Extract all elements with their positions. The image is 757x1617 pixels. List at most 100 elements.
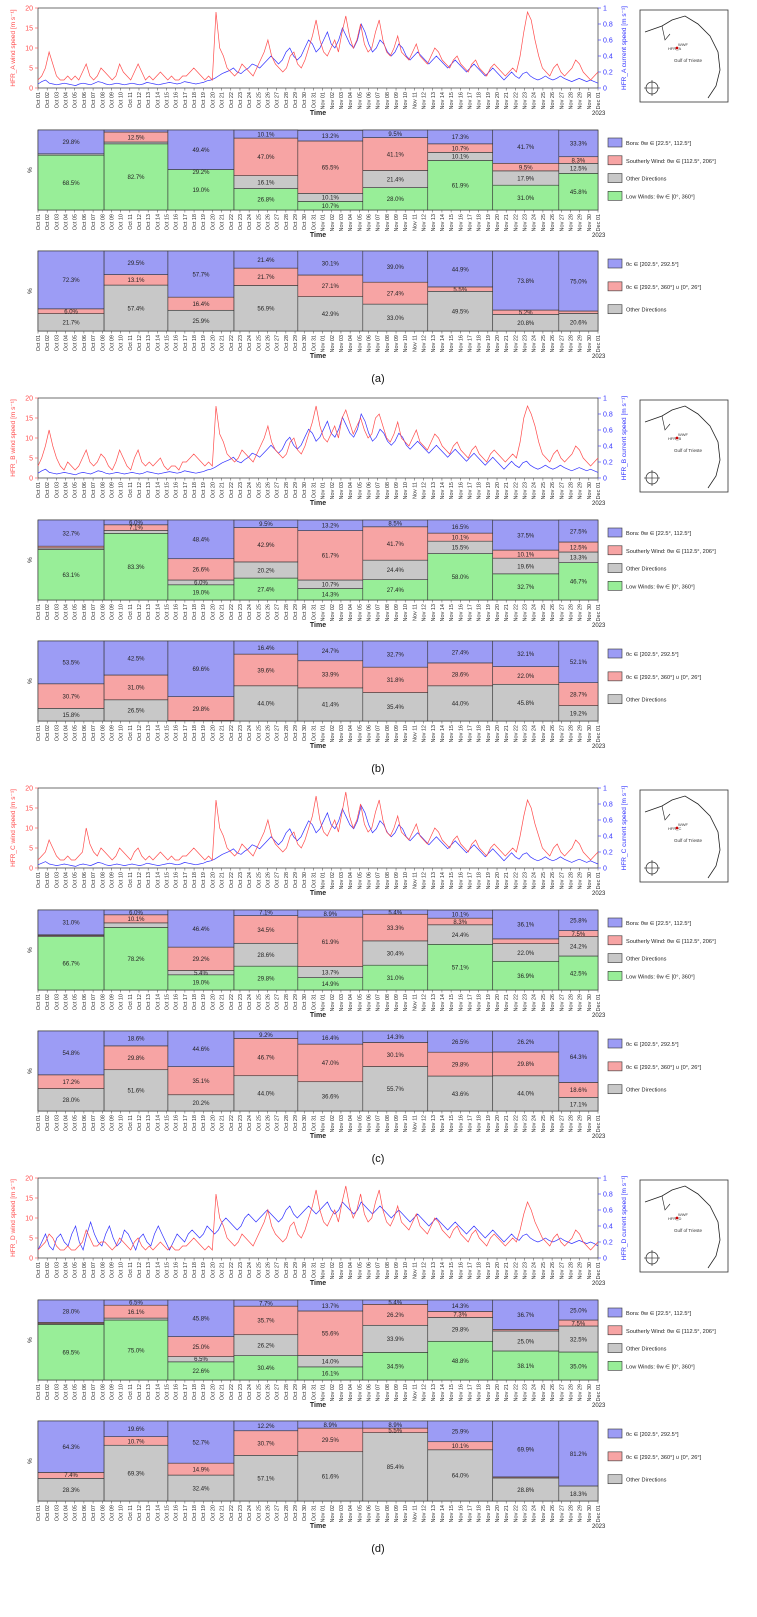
x-tick-label: Oct 24 — [247, 92, 253, 108]
x-tick-label: Oct 09 — [109, 725, 115, 741]
x-tick-label: Nov 02 — [330, 335, 336, 352]
segment-label: 14.3% — [452, 1304, 470, 1310]
segment-label: 6.0% — [64, 309, 78, 315]
x-tick-label: Nov 24 — [532, 604, 538, 621]
bar-segment-red — [297, 916, 364, 967]
segment-label: 27.4% — [257, 587, 275, 593]
x-tick-label: Nov 19 — [486, 482, 492, 499]
segment-label: 26.2% — [257, 1344, 275, 1350]
segment-label: 63.1% — [63, 573, 81, 579]
x-tick-label: Nov 30 — [587, 1384, 593, 1401]
segment-label: 18.3% — [570, 1492, 588, 1498]
x-tick-label: Oct 03 — [54, 214, 60, 230]
x-tick-label: Oct 20 — [210, 1505, 216, 1521]
x-tick-label: Oct 05 — [73, 335, 79, 351]
x-tick-label: Oct 28 — [284, 482, 290, 498]
x-tick-label: Oct 12 — [137, 482, 143, 498]
x-tick-label: Nov 16 — [458, 482, 464, 499]
x-tick-label: Oct 13 — [146, 725, 152, 741]
coastline-inlet — [661, 1195, 671, 1211]
x-tick-label: Nov 09 — [394, 725, 400, 742]
segment-label: 10.7% — [322, 583, 340, 589]
x-tick-label: Nov 14 — [440, 214, 446, 231]
x-tick-label: Nov 24 — [532, 92, 538, 109]
x-tick-label: Nov 30 — [587, 1262, 593, 1279]
x-tick-label: Nov 01 — [321, 725, 327, 742]
right-axis-label: HFR_B current speed [m s⁻¹] — [621, 396, 628, 481]
segment-label: 48.8% — [452, 1359, 470, 1365]
x-tick-label: Oct 25 — [256, 725, 262, 741]
segment-label: 7.7% — [259, 1301, 273, 1307]
x-tick-label: Nov 26 — [550, 1505, 556, 1522]
segment-label: 78.2% — [127, 957, 145, 963]
x-tick-label: Nov 12 — [422, 335, 428, 352]
x-tick-label: Nov 23 — [523, 482, 529, 499]
segment-label: 18.6% — [127, 1037, 145, 1043]
x-tick-label: Oct 10 — [119, 1384, 125, 1400]
bar-segment-blue — [37, 250, 105, 310]
x-tick-label: Nov 28 — [568, 92, 574, 109]
x-tick-label: Oct 12 — [137, 872, 143, 888]
wind-class-stacked-bar: 31.0%66.7%6.0%10.1%78.2%46.4%29.2%5.4%19… — [27, 909, 716, 1019]
x-tick-label: Oct 13 — [146, 92, 152, 108]
x-tick-label: Oct 10 — [119, 214, 125, 230]
x-tick-label: Nov 15 — [449, 604, 455, 621]
x-tick-label: Nov 15 — [449, 214, 455, 231]
segment-label: 45.8% — [517, 701, 535, 707]
x-tick-label: Oct 06 — [82, 214, 88, 230]
x-tick-label: Oct 11 — [128, 482, 134, 498]
bar-segment-blue — [167, 1030, 235, 1067]
x-tick-label: Nov 16 — [458, 1262, 464, 1279]
bar-segment-green — [103, 533, 169, 601]
x-tick-label: Nov 24 — [532, 994, 538, 1011]
x-tick-label: Oct 22 — [229, 482, 235, 498]
x-tick-label: Dec 01 — [596, 1262, 602, 1279]
segment-label: 58.0% — [452, 575, 470, 581]
x-tick-label: Oct 09 — [109, 872, 115, 888]
x-tick-label: Nov 06 — [366, 725, 372, 742]
x-tick-label: Nov 01 — [321, 1262, 327, 1279]
x-tick-label: Oct 24 — [247, 604, 253, 620]
legend-swatch — [607, 1307, 623, 1318]
y2-tick-label: 0.8 — [603, 22, 613, 29]
x-tick-label: Oct 09 — [109, 214, 115, 230]
segment-label: 42.5% — [570, 971, 588, 977]
x-tick-label: Nov 26 — [550, 214, 556, 231]
current-speed-line — [37, 804, 599, 867]
bar-segment-gray — [362, 940, 429, 966]
segment-label: 10.1% — [452, 155, 470, 161]
x-tick-label: Oct 03 — [54, 1262, 60, 1278]
x-tick-label: Oct 11 — [128, 725, 134, 741]
segment-label: 39.6% — [257, 668, 275, 674]
x-tick-label: Oct 19 — [201, 1115, 207, 1131]
segment-label: 27.4% — [387, 291, 405, 297]
bar-segment-red — [233, 1038, 299, 1077]
x-axis-label: Time — [310, 110, 326, 117]
x-tick-label: Oct 11 — [128, 994, 134, 1010]
x-tick-label: Nov 11 — [412, 1384, 418, 1401]
y2-tick-label: 0.6 — [603, 38, 613, 45]
map-frame — [639, 9, 729, 103]
x-tick-label: Oct 07 — [91, 482, 97, 498]
x-tick-label: Oct 05 — [73, 1262, 79, 1278]
bar-segment-blue — [558, 519, 599, 543]
x-tick-label: Oct 30 — [302, 1384, 308, 1400]
segment-label: 26.6% — [192, 568, 210, 574]
x-tick-label: Oct 12 — [137, 1384, 143, 1400]
x-tick-label: Oct 28 — [284, 725, 290, 741]
y-axis-label: % — [27, 1068, 34, 1074]
x-tick-label: Nov 17 — [467, 92, 473, 109]
x-tick-label: Oct 17 — [183, 92, 189, 108]
segment-label: 22.6% — [192, 1369, 210, 1375]
x-tick-label: Nov 14 — [440, 1262, 446, 1279]
timeseries-plot: 0 5 10 15 20 0 0.2 0.4 0.6 0.8 1 HFR_B wind speed [… — [10, 396, 628, 508]
bar-segment-blue — [558, 1420, 599, 1487]
segment-label: 34.5% — [257, 928, 275, 934]
bar-segment-gray — [427, 1449, 494, 1502]
segment-label: 13.7% — [322, 970, 340, 976]
x-tick-label: Oct 08 — [100, 1262, 106, 1278]
segment-label: 7.5% — [572, 932, 586, 938]
x-tick-label: Oct 15 — [165, 994, 171, 1010]
x-tick-label: Nov 04 — [348, 214, 354, 231]
segment-label: 24.4% — [452, 933, 470, 939]
